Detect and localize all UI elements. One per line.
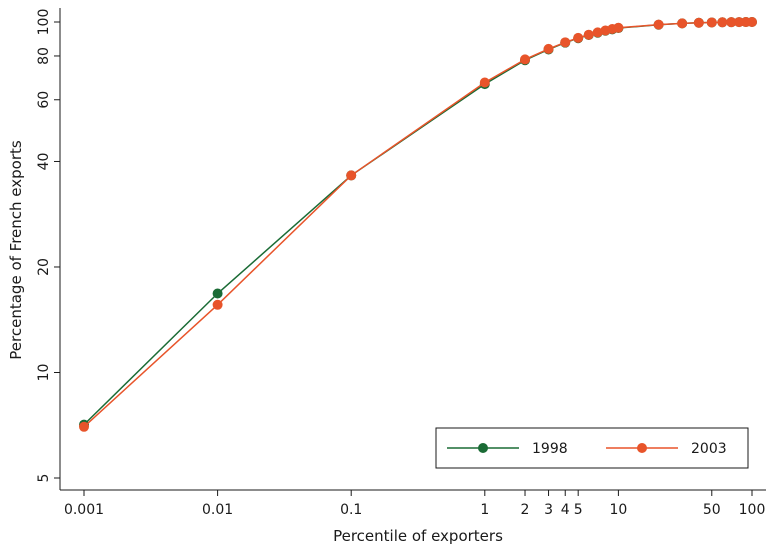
- data-point-2003: [592, 27, 603, 38]
- legend: 1998 2003: [435, 427, 749, 469]
- legend-swatch-marker-1998: [478, 443, 488, 453]
- data-point-2003: [346, 170, 357, 181]
- y-tick-label: 20: [36, 258, 52, 276]
- x-tick-label: 5: [574, 502, 583, 518]
- x-tick-label: 0.01: [202, 502, 233, 518]
- data-point-2003: [583, 29, 594, 40]
- x-axis-ticks: 0.001 0.01 0.1 1 2 3 4 5 10 50 100: [64, 490, 765, 518]
- data-point-2003: [693, 17, 704, 28]
- legend-label-2003: 2003: [691, 441, 727, 457]
- x-tick-label: 3: [544, 502, 553, 518]
- x-tick-label: 1: [480, 502, 489, 518]
- x-tick-label: 100: [739, 502, 766, 518]
- y-tick-label: 100: [36, 9, 52, 36]
- data-point-2003: [479, 77, 490, 88]
- plot-frame: [59, 8, 766, 491]
- x-axis-title: Percentile of exporters: [333, 527, 503, 545]
- data-point-2003: [706, 17, 717, 28]
- x-tick-label: 0.1: [340, 502, 362, 518]
- data-point-2003: [543, 43, 554, 54]
- x-tick-label: 0.001: [64, 502, 104, 518]
- data-point-2003: [560, 37, 571, 48]
- y-tick-label: 40: [36, 153, 52, 171]
- y-tick-label: 80: [36, 47, 52, 65]
- y-axis-ticks: 5 10 20 40 60 80 100: [36, 9, 60, 483]
- y-tick-label: 5: [36, 474, 52, 483]
- data-point-1998: [212, 288, 223, 299]
- data-point-2003: [520, 54, 531, 65]
- data-point-2003: [653, 19, 664, 30]
- data-point-2003: [677, 18, 688, 29]
- y-tick-label: 10: [36, 364, 52, 382]
- data-point-2003: [212, 299, 223, 310]
- y-axis-title: Percentage of French exports: [7, 140, 25, 360]
- data-point-2003: [613, 22, 624, 33]
- data-point-2003: [717, 17, 728, 28]
- data-point-2003: [573, 32, 584, 43]
- x-tick-label: 10: [609, 502, 627, 518]
- x-tick-label: 50: [703, 502, 721, 518]
- legend-label-1998: 1998: [532, 441, 568, 457]
- legend-swatch-marker-2003: [637, 443, 647, 453]
- data-point-2003: [726, 17, 737, 28]
- data-point-2003: [747, 17, 757, 27]
- y-tick-label: 60: [36, 91, 52, 109]
- x-tick-label: 4: [561, 502, 570, 518]
- series-layer: [79, 17, 757, 432]
- data-point-2003: [79, 421, 89, 432]
- x-tick-label: 2: [521, 502, 530, 518]
